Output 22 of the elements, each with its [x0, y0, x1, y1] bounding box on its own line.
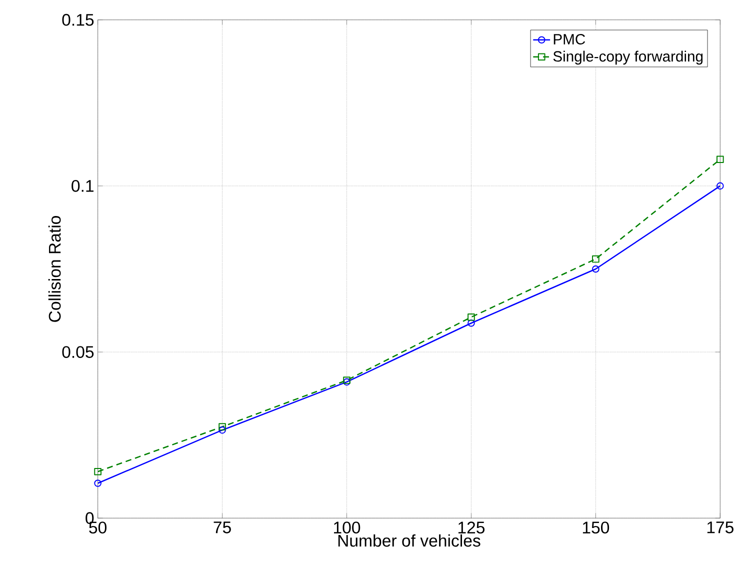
y-axis-title: Collision Ratio — [48, 216, 61, 322]
legend-label: PMC — [554, 34, 586, 45]
point — [218, 423, 226, 431]
legend-label: Single-copy forwarding — [553, 50, 703, 65]
y-tick-label: 0.15 — [62, 14, 94, 26]
y-tick-label: 0.1 — [72, 180, 94, 192]
x-tick-label: 125 — [458, 522, 485, 534]
y-tick-label: 0.05 — [62, 346, 94, 358]
point — [468, 320, 475, 327]
x-tick-label: 75 — [214, 522, 231, 534]
point — [94, 468, 102, 476]
point — [94, 480, 102, 488]
point — [716, 182, 724, 190]
point — [592, 265, 600, 273]
x-tick-label: 100 — [334, 522, 360, 534]
point — [218, 426, 226, 434]
point — [468, 314, 475, 321]
point — [716, 156, 724, 164]
point — [592, 256, 600, 263]
x-tick-label: 175 — [707, 522, 734, 534]
x-axis-title: Number of vehicles — [338, 534, 480, 547]
x-tick-label: 150 — [582, 522, 610, 534]
